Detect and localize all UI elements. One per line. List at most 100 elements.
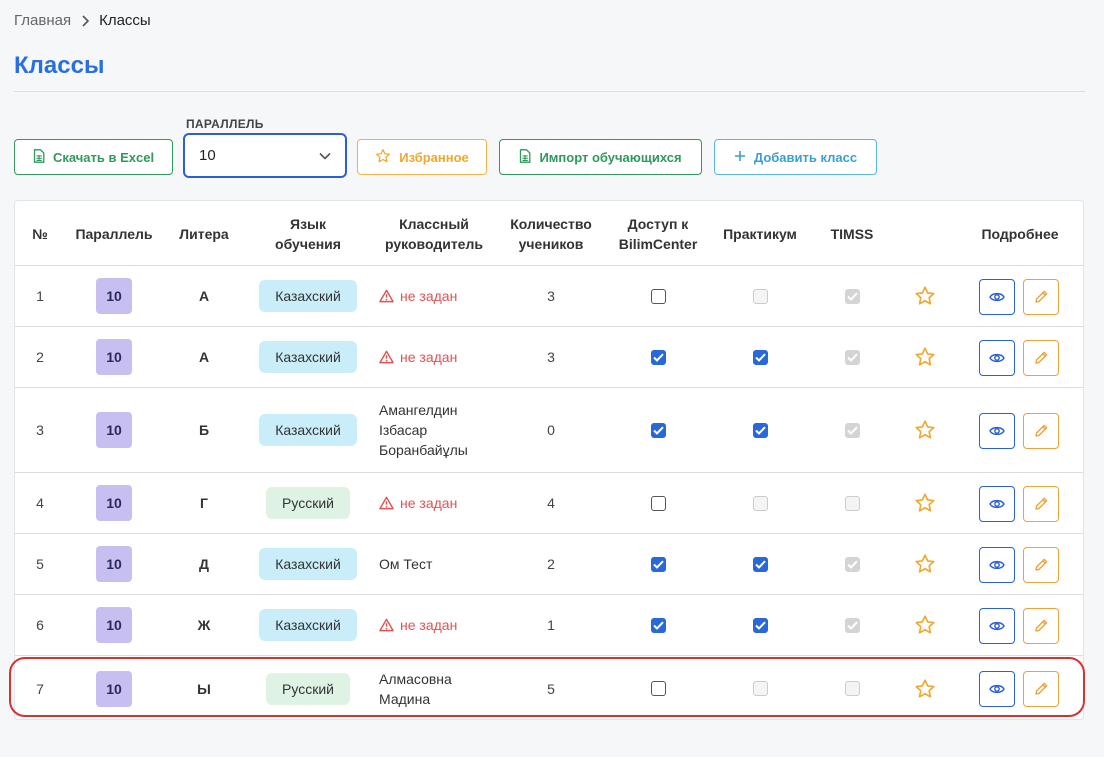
edit-button[interactable]	[1023, 670, 1059, 707]
pencil-icon	[1033, 557, 1049, 573]
row-language: Казахский	[245, 534, 371, 594]
practicum-checkbox[interactable]	[752, 617, 768, 633]
teacher-missing: не задан	[379, 286, 457, 306]
parallel-badge: 10	[96, 412, 132, 448]
row-litera: А	[198, 288, 210, 304]
view-button[interactable]	[979, 670, 1015, 707]
warning-triangle-icon	[379, 496, 394, 510]
access-checkbox[interactable]	[650, 495, 666, 511]
header-teacher: Классный руководитель	[385, 215, 483, 252]
row-litera: Д	[199, 556, 209, 572]
star-icon[interactable]	[914, 678, 936, 700]
row-timss	[809, 388, 895, 472]
favorite-toggle[interactable]	[895, 656, 955, 721]
row-access	[605, 388, 711, 472]
teacher-missing: не задан	[379, 615, 457, 635]
row-student-count: 1	[547, 617, 555, 633]
breadcrumb-home[interactable]: Главная	[14, 12, 72, 29]
view-button[interactable]	[979, 546, 1015, 583]
warning-triangle-icon	[379, 350, 394, 364]
edit-button[interactable]	[1023, 412, 1059, 449]
eye-icon	[989, 559, 1005, 571]
pencil-icon	[1033, 423, 1049, 439]
access-checkbox[interactable]	[650, 349, 666, 365]
access-checkbox[interactable]	[650, 681, 666, 696]
row-teacher: Амангелдин Ізбасар Боранбайұлы	[371, 388, 497, 472]
star-icon[interactable]	[914, 419, 936, 441]
star-icon[interactable]	[914, 285, 936, 307]
timss-checkbox	[844, 422, 860, 438]
star-icon[interactable]	[914, 614, 936, 636]
star-icon[interactable]	[914, 492, 936, 514]
view-button[interactable]	[979, 607, 1015, 644]
view-button[interactable]	[979, 278, 1015, 315]
table-row: 4 10 Г Русский не задан 4	[15, 473, 1083, 534]
view-button[interactable]	[979, 412, 1015, 449]
teacher-missing-label: не задан	[400, 288, 458, 304]
add-class-button[interactable]: Добавить класс	[714, 139, 877, 175]
eye-icon	[989, 291, 1005, 303]
access-checkbox[interactable]	[650, 617, 666, 633]
edit-button[interactable]	[1023, 607, 1059, 644]
access-checkbox[interactable]	[650, 422, 666, 438]
edit-button[interactable]	[1023, 339, 1059, 376]
row-parallel: 10	[65, 656, 163, 721]
row-teacher: Алмасовна Мадина	[371, 656, 497, 721]
favorite-toggle[interactable]	[895, 266, 955, 326]
timss-checkbox	[844, 349, 860, 365]
row-practicum	[711, 656, 809, 721]
row-number: 5	[36, 556, 44, 572]
eye-icon	[989, 683, 1005, 695]
favorite-toggle[interactable]	[895, 595, 955, 655]
edit-button[interactable]	[1023, 485, 1059, 522]
header-parallel: Параллель	[75, 225, 153, 242]
table-row: 5 10 Д Казахский Ом Тест 2	[15, 534, 1083, 595]
row-timss	[809, 266, 895, 326]
favorite-toggle[interactable]	[895, 534, 955, 594]
spreadsheet-icon	[519, 148, 531, 166]
breadcrumb-current: Классы	[99, 12, 151, 29]
edit-button[interactable]	[1023, 546, 1059, 583]
divider	[14, 91, 1085, 92]
access-checkbox[interactable]	[650, 556, 666, 572]
language-badge: Казахский	[259, 280, 357, 312]
star-icon	[375, 148, 391, 167]
row-student-count: 2	[547, 556, 555, 572]
table-row: 1 10 А Казахский не задан 3	[15, 266, 1083, 327]
header-details: Подробнее	[981, 225, 1059, 242]
practicum-checkbox[interactable]	[752, 422, 768, 438]
row-number: 6	[36, 617, 44, 633]
view-button[interactable]	[979, 485, 1015, 522]
pencil-icon	[1033, 496, 1049, 512]
header-litera: Литера	[179, 225, 229, 242]
row-timss	[809, 656, 895, 721]
download-excel-button[interactable]: Скачать в Excel	[14, 139, 173, 175]
table-row: 3 10 Б Казахский Амангелдин Ізбасар Боранбайұл…	[15, 388, 1083, 473]
edit-button[interactable]	[1023, 278, 1059, 315]
row-parallel: 10	[65, 266, 163, 326]
timss-checkbox	[844, 495, 860, 511]
access-checkbox[interactable]	[650, 288, 666, 304]
star-icon[interactable]	[914, 346, 936, 368]
star-icon[interactable]	[914, 553, 936, 575]
row-actions	[955, 327, 1085, 387]
plus-icon	[734, 150, 746, 165]
header-access: Доступ к BilimCenter	[618, 215, 698, 252]
row-actions	[955, 534, 1085, 594]
table-row: 6 10 Ж Казахский не задан 1	[15, 595, 1083, 656]
practicum-checkbox[interactable]	[752, 349, 768, 365]
row-language: Русский	[245, 473, 371, 533]
favorite-toggle[interactable]	[895, 327, 955, 387]
row-litera: Ж	[197, 617, 211, 633]
teacher-missing-label: не задан	[400, 617, 458, 633]
row-litera: Г	[200, 495, 208, 511]
parallel-select[interactable]: 10	[183, 133, 347, 178]
favorites-button[interactable]: Избранное	[357, 139, 487, 175]
parallel-select-value: 10	[199, 147, 216, 164]
favorite-toggle[interactable]	[895, 388, 955, 472]
view-button[interactable]	[979, 339, 1015, 376]
row-parallel: 10	[65, 388, 163, 472]
favorite-toggle[interactable]	[895, 473, 955, 533]
practicum-checkbox[interactable]	[752, 556, 768, 572]
import-students-button[interactable]: Импорт обучающихся	[499, 139, 702, 175]
